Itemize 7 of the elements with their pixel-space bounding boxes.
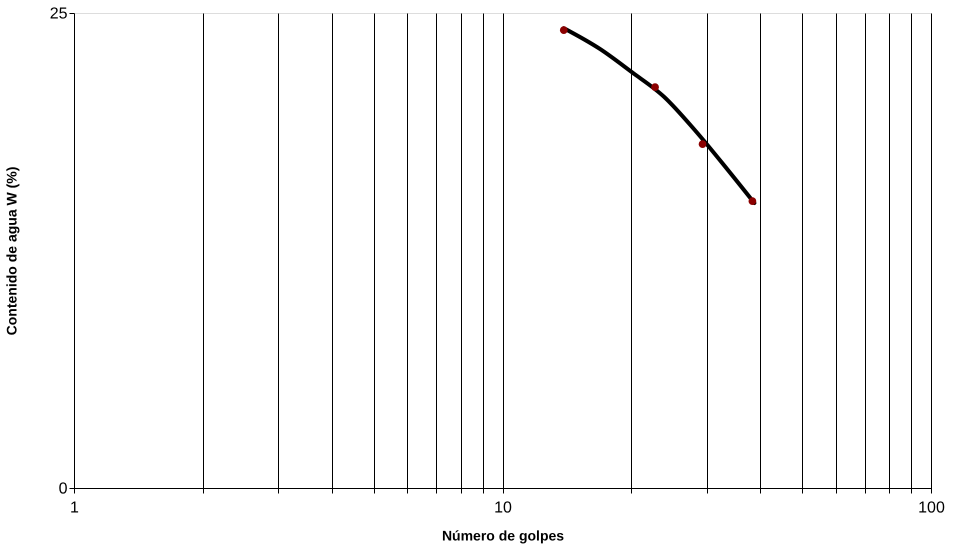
y-tick-label: 0 (58, 480, 68, 498)
y-axis-title: Contenido de agua W (%) (4, 166, 20, 336)
x-axis-title: Número de golpes (442, 528, 564, 544)
x-tick-label: 10 (494, 500, 512, 516)
x-tick-label: 100 (918, 500, 945, 516)
y-tick-label: 25 (50, 6, 68, 22)
x-tick-label: 1 (70, 500, 80, 516)
